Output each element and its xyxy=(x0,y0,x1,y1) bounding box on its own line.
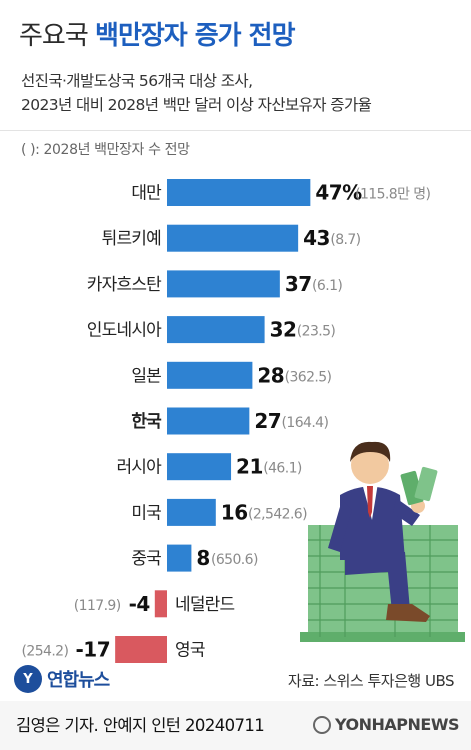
subtitle: 선진국·개발도상국 56개국 대상 조사, 2023년 대비 2028년 백만 … xyxy=(21,69,372,117)
value-label: 32 xyxy=(270,318,297,342)
projection-label: (164.4) xyxy=(282,415,329,431)
value-label: 8 xyxy=(196,546,209,570)
necktie xyxy=(367,486,373,518)
bars: 대만 47%(115.8만 명) 튀르키예 43 (8.7) 카자흐스탄 37 (6.1) 인도… xyxy=(22,179,431,663)
projection-label: (650.6) xyxy=(211,552,258,568)
agency-logo-icon xyxy=(313,715,331,734)
agency-name: YONHAPNEWS xyxy=(335,715,460,734)
logo-mark: Y xyxy=(14,665,42,693)
category-label: 러시아 xyxy=(116,458,162,478)
value-label: 16 xyxy=(221,500,248,524)
hair xyxy=(350,441,391,462)
value-label: 28 xyxy=(257,363,284,387)
projection-label: (8.7) xyxy=(330,232,360,248)
bar xyxy=(167,544,192,572)
value-label: 27 xyxy=(254,409,281,433)
projection-label: (115.8만 명) xyxy=(355,187,430,203)
bar xyxy=(167,407,250,435)
projection-label: (23.5) xyxy=(297,324,336,340)
bar xyxy=(154,590,167,618)
source-text: 자료: 스위스 투자은행 UBS xyxy=(287,672,455,690)
bar xyxy=(167,270,280,298)
value-label: 37 xyxy=(285,272,312,296)
category-label: 일본 xyxy=(131,366,161,386)
projection-label: (117.9) xyxy=(74,598,121,614)
subtitle-line-2: 2023년 대비 2028년 백만 달러 이상 자산보유자 증가율 xyxy=(21,96,372,114)
projection-label: (2,542.6) xyxy=(248,506,307,522)
category-label: 튀르키예 xyxy=(102,229,161,249)
bar xyxy=(167,361,253,389)
projection-label: (6.1) xyxy=(312,278,342,294)
title-light: 주요국 xyxy=(19,21,89,51)
money-stack-base xyxy=(300,632,465,642)
category-label: 네덜란드 xyxy=(175,595,235,615)
category-label: 대만 xyxy=(131,184,162,204)
businessman-illustration xyxy=(300,441,465,642)
bar xyxy=(167,316,265,344)
credit-text: 김영은 기자. 안예지 인턴 20240711 xyxy=(16,716,265,735)
agency-watermark: YONHAPNEWS xyxy=(313,715,460,734)
category-label: 카자흐스탄 xyxy=(87,275,162,295)
category-label: 영국 xyxy=(175,641,205,661)
suit-jacket xyxy=(340,486,405,560)
logo-name: 연합뉴스 xyxy=(47,670,110,691)
face xyxy=(351,446,389,484)
projection-label: (362.5) xyxy=(285,369,332,385)
footer-bar xyxy=(0,701,471,750)
subtitle-line-1: 선진국·개발도상국 56개국 대상 조사, xyxy=(21,72,253,90)
value-label: -17 xyxy=(76,638,111,662)
title-bold: 백만장자 증가 전망 xyxy=(95,21,295,51)
chart-note: ( ): 2028년 백만장자 수 전망 xyxy=(21,142,190,158)
bar xyxy=(167,179,311,206)
bar xyxy=(167,453,232,481)
projection-label: (254.2) xyxy=(22,644,69,660)
value-label: 21 xyxy=(236,455,263,479)
category-label: 한국 xyxy=(131,412,162,432)
right-arm xyxy=(393,498,420,526)
chart-title: 주요국 백만장자 증가 전망 xyxy=(19,15,296,52)
category-label: 중국 xyxy=(131,549,161,569)
legs xyxy=(345,545,410,612)
projection-label: (46.1) xyxy=(263,461,302,477)
value-label: 43 xyxy=(303,226,330,250)
category-label: 미국 xyxy=(131,503,161,523)
left-arm xyxy=(328,500,352,552)
divider xyxy=(0,130,471,131)
bar-chart: 대만 47%(115.8만 명) 튀르키예 43 (8.7) 카자흐스탄 37 (6.1) 인도… xyxy=(22,179,465,663)
bar xyxy=(167,498,216,526)
value-label: -4 xyxy=(129,592,150,616)
bar xyxy=(115,636,167,663)
value-label: 47% xyxy=(315,181,362,205)
yonhap-logo: Y 연합뉴스 xyxy=(14,664,110,694)
shoe xyxy=(386,604,430,622)
category-label: 인도네시아 xyxy=(87,321,162,341)
bar xyxy=(167,224,299,252)
cash-bill xyxy=(414,466,438,502)
